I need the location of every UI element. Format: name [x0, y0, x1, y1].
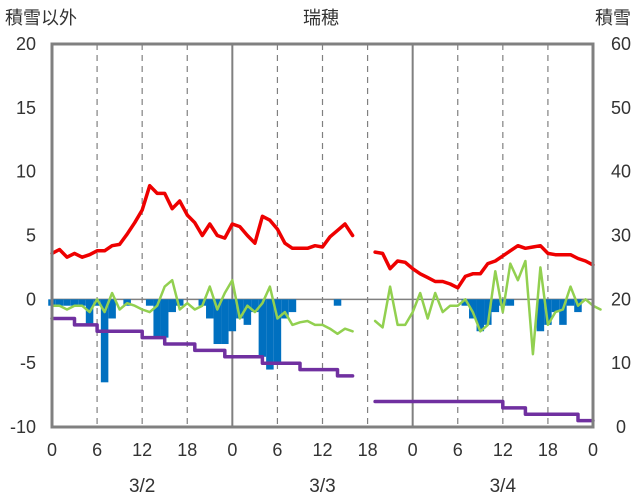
precipitation-bar: [145, 299, 154, 306]
x-tick-label: 0: [47, 440, 57, 460]
right-tick-label: 30: [611, 226, 631, 246]
precipitation-bar: [506, 299, 515, 306]
left-tick-label: -5: [20, 353, 36, 373]
date-label: 3/4: [490, 476, 517, 497]
right-axis-label: 積雪: [595, 8, 631, 28]
precipitation-bar: [153, 299, 161, 338]
left-axis-label: 積雪以外: [5, 8, 77, 28]
x-tick-label: 18: [538, 440, 558, 460]
precipitation-bar: [536, 299, 545, 332]
precipitation-bar: [288, 299, 297, 313]
precipitation-bar: [70, 299, 79, 306]
wind-line: [50, 278, 354, 336]
snow_depth-line: [373, 399, 595, 423]
precipitation-bar: [273, 299, 282, 364]
left-tick-label: 10: [16, 162, 36, 182]
precipitation-bar: [175, 299, 184, 306]
precipitation-bar: [566, 299, 575, 306]
x-tick-label: 12: [312, 440, 332, 460]
precipitation-bar: [266, 299, 274, 370]
left-tick-label: 0: [26, 289, 36, 309]
x-tick-label: 6: [92, 440, 102, 460]
precipitation-bar: [281, 299, 289, 319]
series-lines: [50, 183, 602, 423]
precipitation-bar: [100, 299, 109, 383]
precipitation-bar: [551, 299, 560, 313]
precipitation-bar: [206, 299, 214, 319]
x-tick-label: 0: [588, 440, 598, 460]
right-tick-label: 0: [616, 417, 626, 437]
precipitation-bar: [228, 299, 237, 332]
precipitation-bar: [160, 299, 169, 338]
temperature-line: [50, 183, 355, 259]
left-tick-label: 15: [16, 98, 36, 118]
precipitation-bar: [168, 299, 176, 313]
date-label: 3/3: [309, 476, 335, 497]
precipitation-bar: [469, 299, 477, 319]
right-tick-label: 50: [611, 98, 631, 118]
temperature-line: [373, 243, 595, 290]
left-tick-label: 20: [16, 34, 36, 54]
precipitation-bar: [243, 299, 252, 325]
x-tick-label: 18: [358, 440, 378, 460]
left-tick-label: 5: [26, 226, 36, 246]
precipitation-bar: [491, 299, 500, 313]
date-label: 3/2: [129, 476, 155, 497]
precipitation-bar: [251, 299, 259, 313]
precipitation-bar: [333, 299, 342, 306]
right-tick-label: 60: [611, 34, 631, 54]
precipitation-bar: [544, 299, 552, 325]
precipitation-bar: [461, 299, 470, 306]
precipitation-bar: [108, 299, 116, 319]
x-tick-label: 12: [132, 440, 152, 460]
precipitation-bar: [93, 299, 101, 306]
precipitation-bar: [55, 299, 64, 306]
right-tick-label: 40: [611, 162, 631, 182]
x-tick-label: 18: [177, 440, 197, 460]
precipitation-bar: [78, 299, 86, 306]
plot-frame: [50, 42, 595, 429]
left-tick-label: -10: [10, 417, 36, 437]
precipitation-bar: [476, 299, 485, 332]
x-tick-label: 12: [493, 440, 513, 460]
precipitation-bar: [499, 299, 507, 306]
precipitation-bar: [213, 299, 222, 345]
precipitation-bar: [258, 299, 267, 357]
precipitation-bar: [221, 299, 229, 345]
precipitation-bar: [236, 299, 244, 319]
wind-line: [373, 259, 602, 356]
chart-title: 瑞穂: [303, 8, 339, 28]
precipitation-bar: [63, 299, 71, 306]
x-tick-label: 6: [453, 440, 463, 460]
x-tick-label: 0: [408, 440, 418, 460]
x-tick-label: 0: [227, 440, 237, 460]
x-tick-label: 6: [272, 440, 282, 460]
snow_depth-line: [50, 316, 355, 378]
precipitation-bar: [484, 299, 492, 325]
right-tick-label: 10: [611, 353, 631, 373]
right-tick-label: 20: [611, 289, 631, 309]
precipitation-bar: [559, 299, 567, 325]
